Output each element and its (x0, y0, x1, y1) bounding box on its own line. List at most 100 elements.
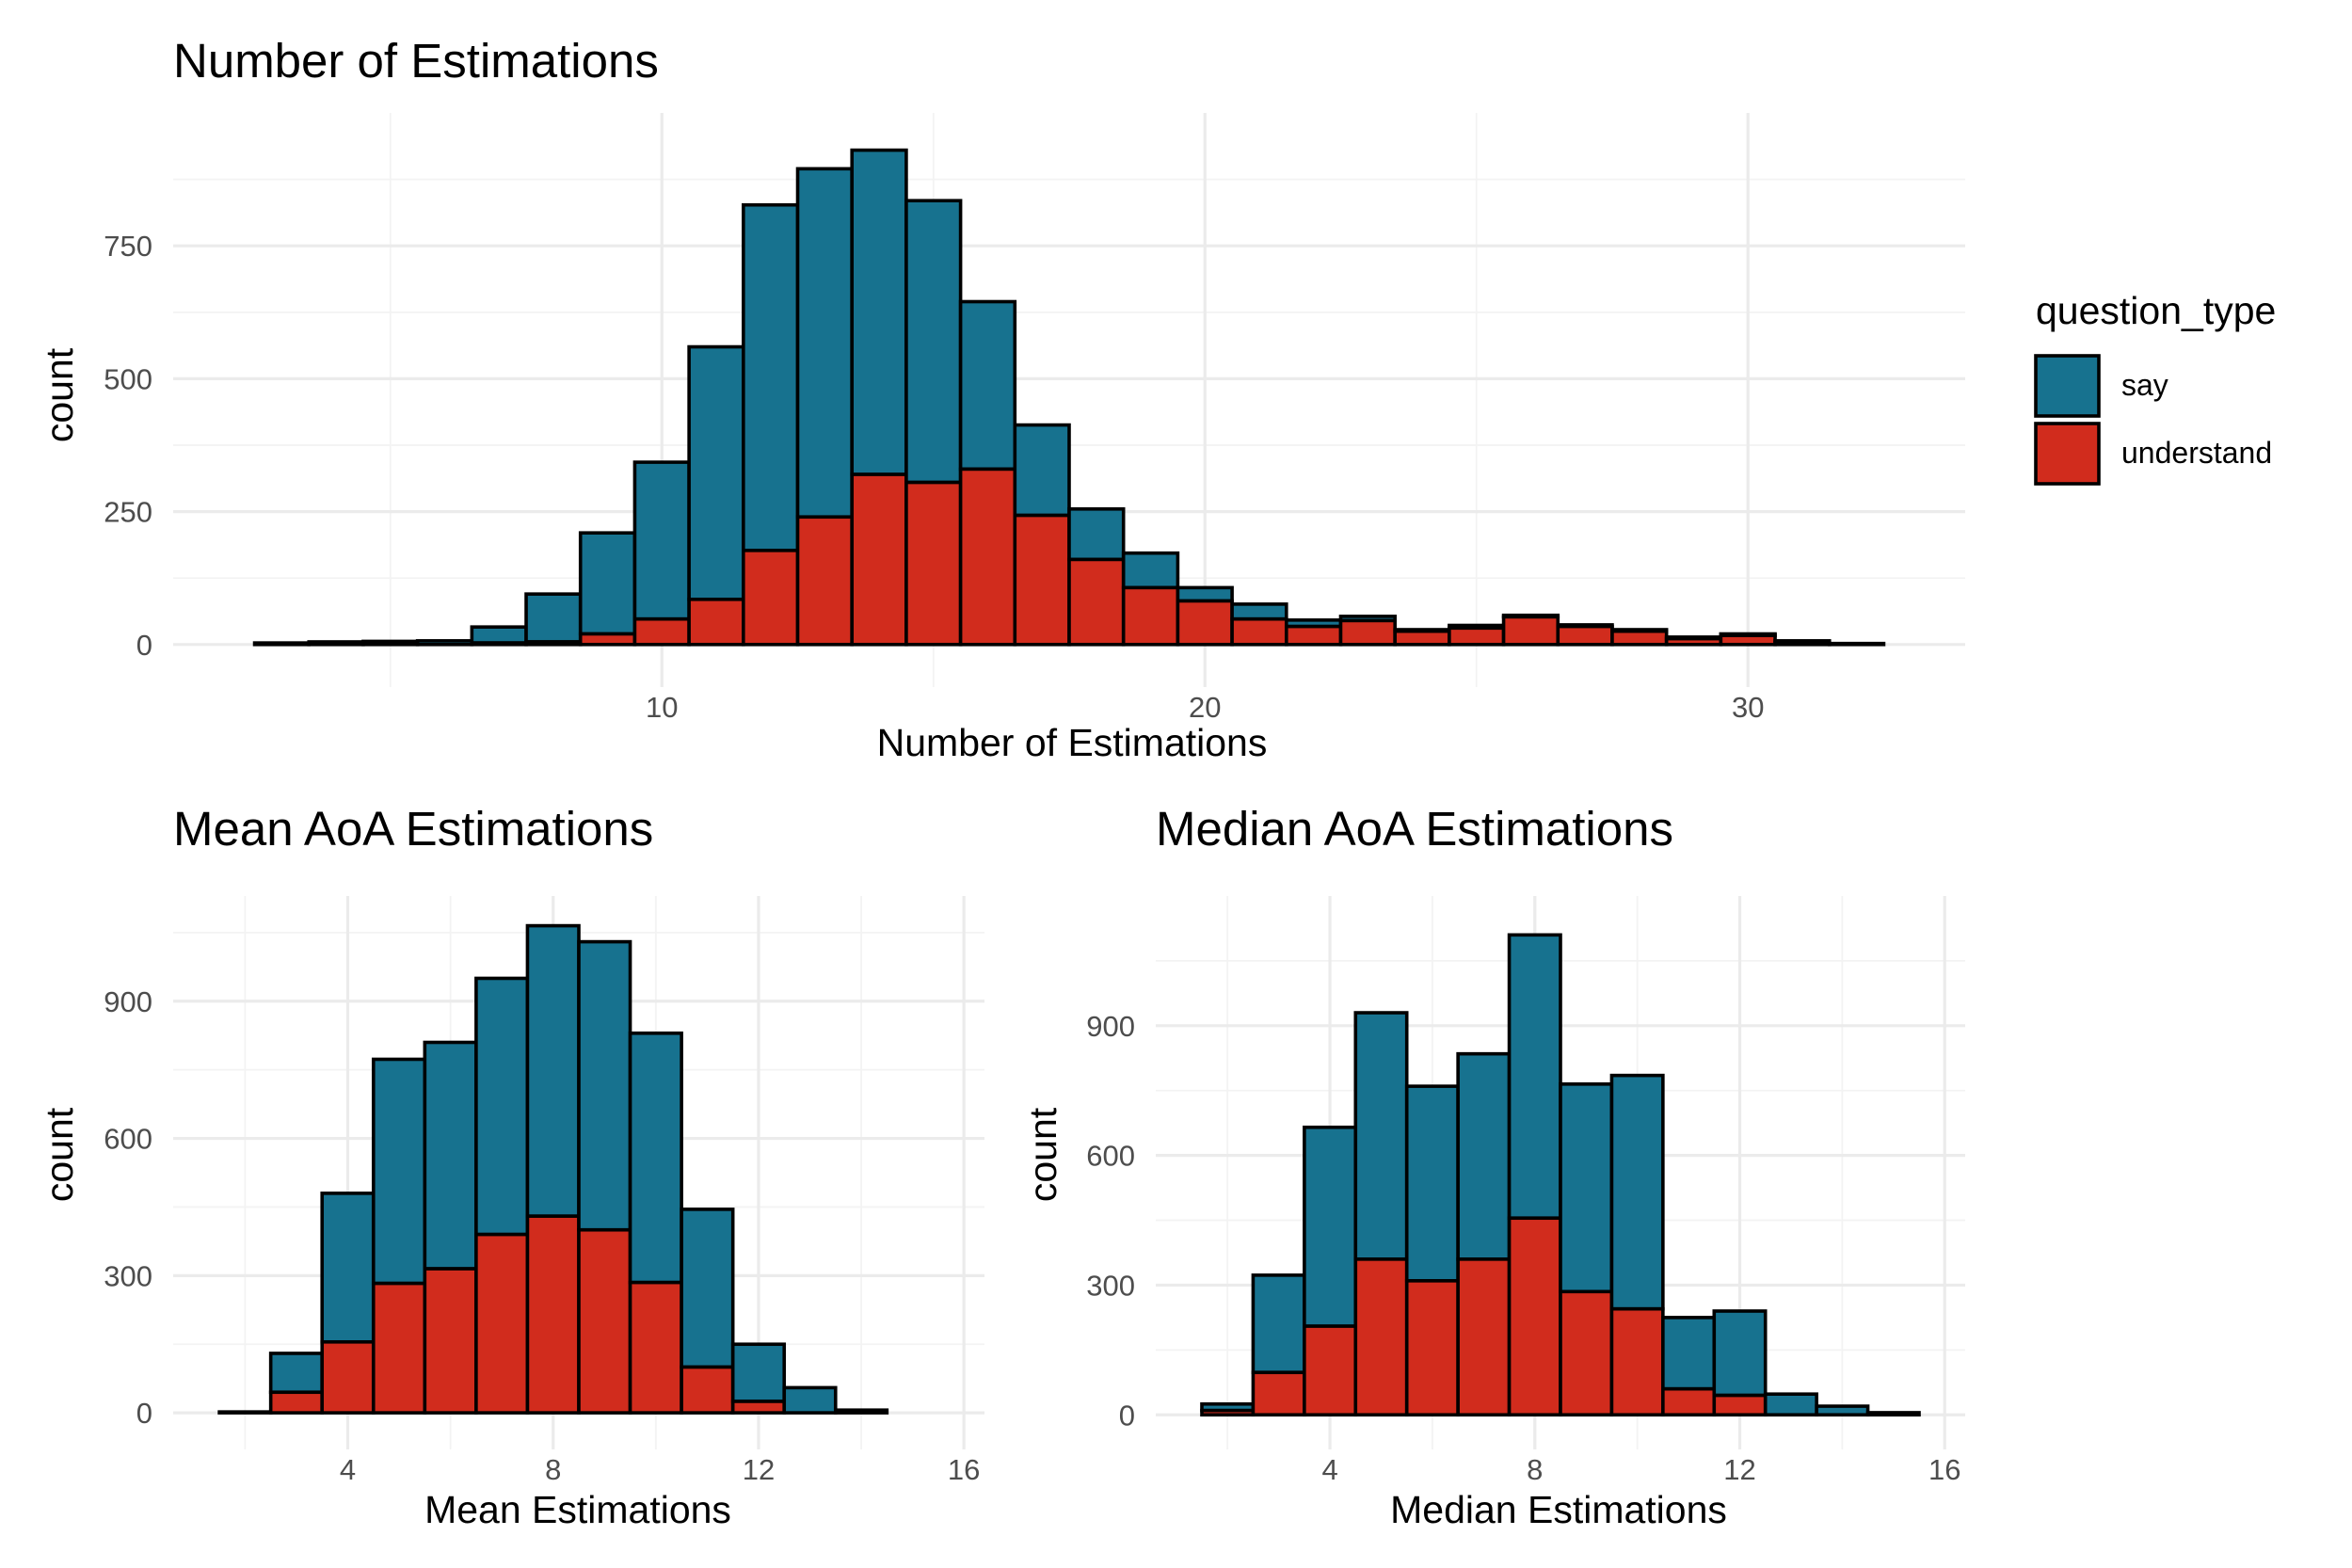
plot-area: 4 8 12 16 0 300 600 900 (104, 896, 984, 1486)
bar-say (1507, 933, 1562, 1221)
x-tick-label: 30 (1732, 691, 1764, 724)
bar-understand (1664, 636, 1723, 647)
x-tick-label: 8 (545, 1453, 561, 1486)
bar-say (320, 1192, 376, 1344)
bar-say (850, 148, 908, 476)
y-tick-label: 0 (136, 629, 152, 662)
y-tick-label: 750 (104, 230, 152, 263)
x-tick-label: 10 (646, 691, 678, 724)
bar-say (1456, 1051, 1512, 1261)
bar-say (1121, 551, 1180, 590)
bar-say (795, 167, 855, 520)
bar-understand (1456, 1257, 1512, 1417)
bar-understand (1013, 513, 1071, 647)
bar-understand (1609, 1306, 1665, 1417)
bar-say (1661, 1316, 1717, 1391)
bar-say (423, 1040, 478, 1271)
bar-understand (1448, 626, 1506, 647)
x-axis-label: Mean Estimations (424, 1488, 731, 1531)
bar-say (680, 1208, 735, 1369)
bar-understand (470, 641, 528, 647)
bar-understand (730, 1400, 787, 1415)
bar-say (730, 1342, 787, 1403)
bar-say (1251, 1273, 1306, 1375)
bar-understand (1559, 1289, 1614, 1417)
y-tick-label: 300 (104, 1259, 152, 1292)
bar-understand (687, 598, 745, 647)
chart-title: Number of Estimations (173, 34, 659, 88)
bar-understand (1251, 1370, 1306, 1417)
bar-understand (1303, 1324, 1358, 1417)
bar-say (371, 1057, 427, 1286)
plot-area: 10 20 30 0 250 500 750 (104, 113, 1965, 724)
bar-say (833, 1408, 889, 1415)
x-tick-label: 4 (340, 1453, 356, 1486)
legend: question_type say understand (2034, 289, 2276, 486)
bar-understand (795, 515, 855, 647)
chart-title: Mean AoA Estimations (173, 802, 653, 856)
y-tick-label: 600 (104, 1123, 152, 1156)
legend-key-say (2034, 354, 2101, 418)
x-tick-label: 12 (1723, 1453, 1755, 1486)
y-axis-label: count (1021, 1107, 1064, 1202)
bar-understand (1200, 1408, 1256, 1417)
y-tick-label: 0 (136, 1397, 152, 1430)
bar-understand (1284, 624, 1343, 647)
panel-number-of-estimations: Number of Estimations 10 20 30 0 250 500 750 N… (38, 34, 1965, 764)
y-axis-label: count (38, 347, 81, 442)
bar-say (470, 625, 528, 645)
bar-understand (268, 1390, 325, 1415)
bar-understand (1661, 1386, 1717, 1417)
bar-say (628, 1031, 683, 1285)
bar-understand (578, 632, 637, 647)
bar-understand (320, 1340, 376, 1415)
bar-say (1815, 1404, 1870, 1417)
y-tick-label: 500 (104, 362, 152, 395)
legend-label-say: say (2121, 368, 2168, 402)
x-axis-label: Number of Estimations (877, 721, 1268, 764)
bar-say (1827, 641, 1886, 647)
bar-say (524, 592, 583, 644)
bar-understand (1773, 640, 1832, 647)
bar-say (474, 976, 530, 1237)
panel-mean-aoa-estimations: Mean AoA Estimations 4 8 12 16 0 300 600 900 Me… (38, 802, 984, 1531)
x-tick-label: 8 (1527, 1453, 1543, 1486)
bar-say (1176, 585, 1234, 603)
bar-say (217, 1410, 273, 1415)
bar-understand (525, 1214, 581, 1415)
bar-say (904, 199, 963, 485)
bar-understand (850, 472, 908, 647)
bar-say (1865, 1411, 1921, 1417)
bar-understand (1353, 1257, 1409, 1417)
bar-say (361, 639, 420, 647)
bar-say (307, 640, 365, 647)
bar-say (1013, 423, 1071, 518)
x-tick-label: 20 (1189, 691, 1221, 724)
bar-say (1303, 1125, 1358, 1328)
bar-understand (1501, 615, 1560, 647)
y-tick-label: 600 (1086, 1140, 1135, 1173)
bar-say (1763, 1392, 1818, 1417)
bar-say (268, 1352, 325, 1395)
y-tick-label: 0 (1119, 1399, 1135, 1432)
x-tick-label: 16 (1928, 1453, 1960, 1486)
bar-understand (423, 1267, 478, 1415)
bar-understand (904, 480, 963, 647)
bar-say (525, 923, 581, 1218)
plot-area: 4 8 12 16 0 300 600 900 (1086, 896, 1965, 1486)
bar-say (1230, 602, 1288, 621)
legend-title: question_type (2036, 289, 2276, 332)
bar-understand (1393, 629, 1451, 647)
x-tick-label: 4 (1321, 1453, 1337, 1486)
bar-say (958, 299, 1017, 472)
bar-understand (1556, 624, 1614, 647)
bar-understand (742, 549, 800, 647)
bar-understand (1507, 1216, 1562, 1417)
bar-say (742, 202, 800, 552)
bar-understand (371, 1281, 427, 1415)
bar-say (1609, 1073, 1665, 1311)
x-tick-label: 16 (948, 1453, 980, 1486)
legend-key-understand (2034, 422, 2101, 486)
y-tick-label: 900 (104, 985, 152, 1018)
bar-say (1067, 506, 1126, 562)
